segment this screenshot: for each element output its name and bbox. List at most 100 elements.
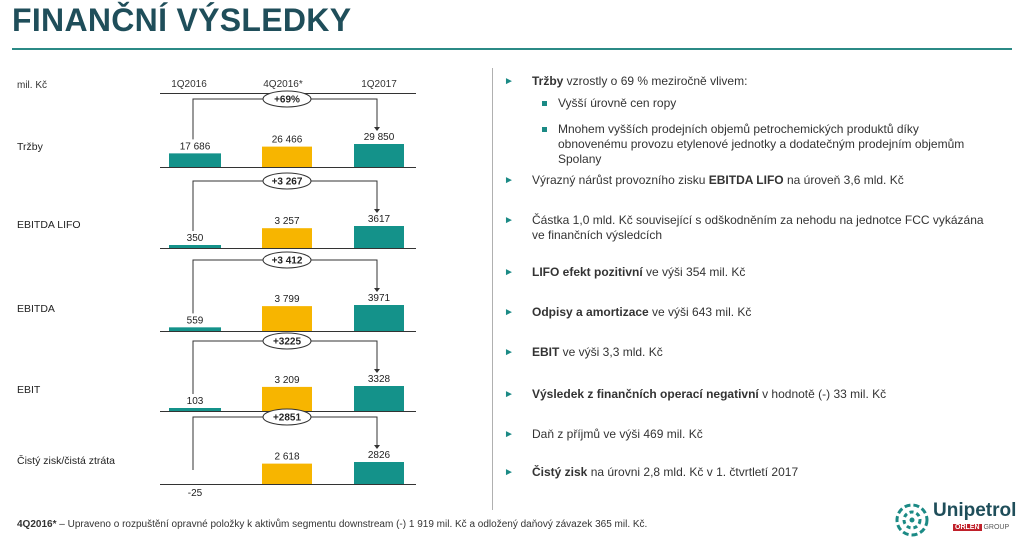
bar-trzby-1 — [262, 146, 312, 167]
bullet-text: vzrostly o 69 % meziročně vlivem: — [563, 74, 748, 88]
bar-ebitda-lifo-2 — [354, 226, 404, 248]
value-label-trzby-0: 17 686 — [180, 141, 211, 152]
bar-ebit-0 — [169, 408, 221, 411]
square-bullet-icon — [542, 101, 547, 106]
bar-trzby-0 — [169, 153, 221, 167]
title-rule — [12, 48, 1012, 50]
change-badge-trzby — [262, 90, 312, 108]
growth-arrowhead-ebitda — [374, 288, 380, 292]
arrow-bullet-icon: ► — [504, 307, 514, 318]
bullet-6: ► Odpisy a amortizace ve výši 643 mil. Kč — [504, 305, 992, 320]
arrow-bullet-icon: ► — [504, 175, 514, 186]
unipetrol-logo-icon — [895, 503, 929, 537]
arrow-bullet-icon: ► — [504, 389, 514, 400]
bullet-9: ► Daň z příjmů ve výši 469 mil. Kč — [504, 427, 992, 442]
value-label-ebitda-lifo-1: 3 257 — [274, 216, 299, 227]
value-label-ebit-1: 3 209 — [274, 375, 299, 386]
bar-cisty-zisk-cista-ztrata-2 — [354, 462, 404, 484]
bar-ebitda-lifo-0 — [169, 245, 221, 248]
row-label-trzby: Tržby — [17, 141, 44, 153]
bullet-0: ► Tržby vzrostly o 69 % meziročně vlivem: — [504, 74, 992, 89]
change-label-ebit: +3225 — [273, 337, 302, 348]
bullet-text: ve výši 354 mil. Kč — [642, 265, 746, 279]
change-label-cisty-zisk-cista-ztrata: +2851 — [273, 413, 302, 424]
change-badge-ebitda — [262, 251, 312, 269]
value-label-cisty-zisk-cista-ztrata-2: 2826 — [368, 450, 391, 461]
change-badge-cisty-zisk-cista-ztrata — [262, 408, 312, 426]
bullet-7: ► EBIT ve výši 3,3 mld. Kč — [504, 345, 992, 360]
bar-ebit-1 — [262, 386, 312, 411]
unipetrol-logo: Unipetrol ORLEN GROUP — [893, 498, 1018, 538]
bar-trzby-2 — [354, 144, 404, 167]
change-label-ebitda-lifo: +3 267 — [272, 177, 303, 188]
page-title: FINANČNÍ VÝSLEDKY — [12, 2, 352, 38]
bullet-emphasis: Tržby — [532, 74, 564, 88]
value-label-ebit-0: 103 — [187, 396, 204, 407]
sub-bullet-2: Mnohem vyšších prodejních objemů petroch… — [542, 122, 988, 167]
row-label-ebitda-lifo: EBITDA LIFO — [17, 219, 81, 231]
value-label-ebitda-0: 559 — [187, 315, 204, 326]
value-label-trzby-1: 26 466 — [272, 135, 303, 146]
sub-bullet-text: Vyšší úrovně cen ropy — [558, 96, 677, 110]
financial-bar-chart: Tržby 17 686 26 466 29 850 +69% EBITDA LIFO 35… — [17, 90, 416, 499]
row-label-ebit: EBIT — [17, 384, 41, 396]
logo-wordmark: Unipetrol — [933, 500, 1017, 521]
value-label-cisty-zisk-cista-ztrata-0: -25 — [188, 488, 203, 499]
bullet-5: ► LIFO efekt pozitivní ve výši 354 mil. K… — [504, 265, 992, 280]
arrow-bullet-icon: ► — [504, 429, 514, 440]
value-label-trzby-2: 29 850 — [364, 132, 395, 143]
bullet-emphasis: Čistý zisk — [532, 465, 588, 479]
footnote-text: – Upraveno o rozpuštění opravné položky … — [56, 519, 648, 530]
bullet-text: ve výši 643 mil. Kč — [648, 305, 752, 319]
column-header-4q2016: 4Q2016* — [263, 79, 303, 90]
column-header-1q2017: 1Q2017 — [361, 79, 397, 90]
arrow-bullet-icon: ► — [504, 215, 514, 226]
growth-arrowhead-cisty-zisk-cista-ztrata — [374, 445, 380, 449]
value-label-ebit-2: 3328 — [368, 374, 391, 385]
growth-arrowhead-trzby — [374, 127, 380, 131]
value-label-ebitda-lifo-0: 350 — [187, 233, 204, 244]
row-label-cisty-zisk-cista-ztrata: Čistý zisk/čistá ztráta — [17, 454, 115, 467]
bar-ebitda-2 — [354, 305, 404, 331]
bullet-3: ► Výrazný nárůst provozního zisku EBITDA … — [504, 173, 992, 188]
unit-label: mil. Kč — [17, 80, 47, 91]
sub-bullet-text: Mnohem vyšších prodejních objemů petroch… — [558, 122, 965, 166]
bullet-text: na úrovni 2,8 mld. Kč v 1. čtvrtletí 201… — [587, 465, 799, 479]
footnote-key: 4Q2016* — [17, 519, 57, 530]
bullet-emphasis: Odpisy a amortizace — [532, 305, 649, 319]
value-label-cisty-zisk-cista-ztrata-1: 2 618 — [274, 452, 299, 463]
arrow-bullet-icon: ► — [504, 76, 514, 87]
bullet-text: v hodnotě (-) 33 mil. Kč — [758, 387, 887, 401]
bar-cisty-zisk-cista-ztrata-1 — [262, 463, 312, 484]
column-divider — [492, 68, 493, 510]
value-label-ebitda-lifo-2: 3617 — [368, 214, 391, 225]
orlen-group-badge: ORLEN GROUP — [953, 524, 1010, 531]
bar-ebitda-1 — [262, 306, 312, 331]
bullet-text: ve výši 3,3 mld. Kč — [559, 345, 663, 359]
footnote: 4Q2016* – Upraveno o rozpuštění opravné … — [17, 519, 647, 530]
bullet-text: Výrazný nárůst provozního zisku — [532, 173, 709, 187]
change-label-trzby: +69% — [274, 95, 300, 106]
arrow-bullet-icon: ► — [504, 347, 514, 358]
bar-ebit-2 — [354, 386, 404, 411]
bullet-emphasis: EBITDA LIFO — [708, 173, 784, 187]
bullet-emphasis: Výsledek z finančních operací negativní — [532, 387, 759, 401]
bullet-8: ► Výsledek z finančních operací negativní… — [504, 387, 992, 402]
row-label-ebitda: EBITDA — [17, 303, 55, 315]
column-header-1q2016: 1Q2016 — [171, 79, 207, 90]
change-label-ebitda: +3 412 — [272, 256, 303, 267]
bullet-text: na úroveň 3,6 mld. Kč — [783, 173, 904, 187]
bullet-emphasis: EBIT — [532, 345, 560, 359]
bullet-text: Daň z příjmů ve výši 469 mil. Kč — [532, 427, 703, 441]
bullet-text: Částka 1,0 mld. Kč související s odškodn… — [532, 213, 984, 242]
change-badge-ebit — [262, 332, 312, 350]
arrow-bullet-icon: ► — [504, 267, 514, 278]
bar-ebitda-0 — [169, 327, 221, 331]
bar-ebitda-lifo-1 — [262, 228, 312, 248]
growth-arrowhead-ebitda-lifo — [374, 209, 380, 213]
bullet-10: ► Čistý zisk na úrovni 2,8 mld. Kč v 1. č… — [504, 465, 992, 480]
growth-arrowhead-ebit — [374, 369, 380, 373]
value-label-ebitda-2: 3971 — [368, 293, 391, 304]
bullet-emphasis: LIFO efekt pozitivní — [532, 265, 643, 279]
value-label-ebitda-1: 3 799 — [274, 294, 299, 305]
